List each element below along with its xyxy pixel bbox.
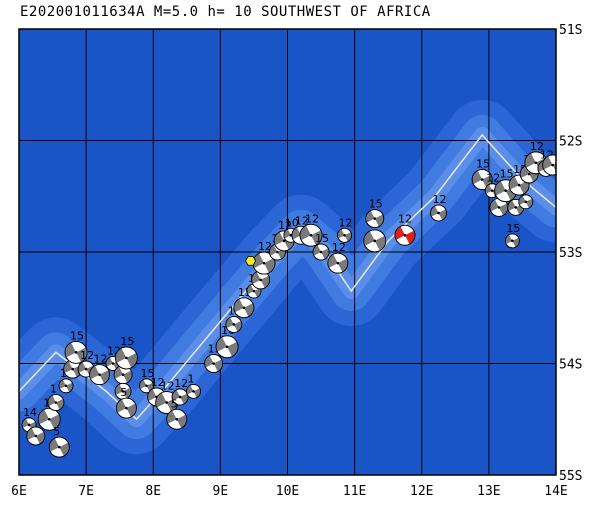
- beachball: [507, 198, 525, 216]
- beachball: [37, 407, 61, 431]
- beachball: [166, 408, 188, 430]
- lat-tick-label: 53S: [559, 246, 582, 261]
- lon-tick-label: 13E: [477, 484, 500, 499]
- beachball: [363, 229, 387, 253]
- depth-label: 5: [53, 425, 60, 438]
- depth-label: 12: [433, 193, 447, 206]
- lat-tick-label: 52S: [559, 135, 582, 150]
- map-title: E202001011634A M=5.0 h= 10 SOUTHWEST OF …: [20, 4, 431, 20]
- lon-tick-label: 7E: [78, 484, 94, 499]
- beachball: [327, 252, 349, 274]
- depth-label: 15: [120, 335, 134, 348]
- lon-tick-label: 8E: [145, 484, 161, 499]
- beachball: [171, 388, 189, 406]
- lon-tick-label: 12E: [410, 484, 433, 499]
- depth-label: 15: [315, 232, 329, 245]
- beachball: [542, 154, 556, 176]
- depth-label: 15: [369, 198, 383, 211]
- depth-label: 14: [23, 406, 37, 419]
- beachball: [215, 335, 239, 359]
- depth-label: 5: [171, 397, 178, 410]
- depth-label: 10: [285, 216, 299, 229]
- grid-lines: [19, 29, 556, 475]
- depth-label: 1: [43, 396, 50, 409]
- beachball: [430, 204, 447, 222]
- beachball: [77, 360, 95, 378]
- beachball: [186, 383, 201, 399]
- lat-tick-label: 55S: [559, 469, 582, 484]
- depth-label: 12: [80, 349, 94, 362]
- depth-label: 12: [530, 140, 544, 153]
- depth-label: 15: [70, 329, 84, 342]
- focal-mechanisms: 1411512121512121215515121212511516121515…: [21, 140, 556, 458]
- depth-label: 1: [188, 372, 195, 385]
- beachball: [471, 169, 493, 190]
- beachball: [233, 297, 255, 319]
- depth-label: 12: [94, 353, 108, 366]
- beachball: [116, 397, 137, 419]
- depth-label: 12: [258, 240, 272, 253]
- depth-label: 15: [141, 367, 155, 380]
- depth-label: 12: [161, 380, 175, 393]
- depth-label: 5: [120, 386, 127, 399]
- beachball: [204, 354, 224, 373]
- longitude-labels: 6E 7E 8E 9E 10E 11E 12E 13E 14E: [11, 484, 568, 499]
- beachball: [504, 233, 520, 249]
- lon-tick-label: 10E: [276, 484, 299, 499]
- lat-tick-label: 51S: [559, 23, 582, 38]
- beachball: [337, 227, 352, 243]
- beachball: [365, 209, 385, 228]
- beachball: [64, 340, 88, 364]
- beachball: [312, 243, 330, 261]
- depth-label: 12: [339, 216, 353, 229]
- depth-label: 15: [506, 222, 520, 235]
- lon-tick-label: 9E: [213, 484, 229, 499]
- lon-tick-label: 11E: [343, 484, 366, 499]
- beachball: [48, 436, 70, 458]
- beachball: [508, 174, 530, 196]
- depth-label: 1: [50, 383, 57, 396]
- target-depth-label: 12: [398, 212, 412, 225]
- depth-label: 15: [500, 168, 514, 181]
- depth-label: 12: [486, 172, 500, 185]
- beachball: [47, 394, 65, 411]
- beachball: [299, 223, 323, 247]
- beachball: [518, 194, 534, 210]
- beachball: [225, 316, 243, 333]
- beachball: [26, 426, 46, 446]
- depth-label: 12: [305, 212, 319, 225]
- beachball: [115, 346, 138, 370]
- target-beachball: [394, 224, 416, 246]
- beachball: [89, 364, 110, 386]
- target-event: 12: [394, 212, 416, 246]
- lon-tick-label: 14E: [544, 484, 567, 499]
- depth-label: 15: [476, 158, 490, 171]
- depth-label: 12: [174, 377, 188, 390]
- beachball: [58, 378, 74, 394]
- latitude-labels: 51S 52S 53S 54S 55S: [559, 23, 582, 484]
- lat-tick-label: 54S: [559, 358, 582, 373]
- lon-tick-label: 6E: [11, 484, 27, 499]
- epicenter-marker: [245, 256, 257, 266]
- depth-label: 12: [151, 376, 165, 389]
- depth-label: 12: [332, 241, 346, 254]
- beachball: [139, 378, 154, 394]
- map-frame: [18, 28, 557, 476]
- depth-label: 12: [295, 214, 309, 227]
